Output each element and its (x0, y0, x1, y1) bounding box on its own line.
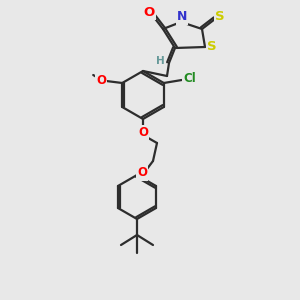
Text: O: O (96, 74, 106, 86)
Text: O: O (138, 127, 148, 140)
Text: Cl: Cl (183, 73, 196, 85)
Text: N: N (177, 11, 187, 23)
Text: S: S (215, 10, 225, 22)
Text: S: S (207, 40, 217, 53)
Text: O: O (143, 5, 155, 19)
Text: H: H (156, 56, 164, 66)
Text: H: H (180, 9, 188, 19)
Text: O: O (137, 167, 147, 179)
